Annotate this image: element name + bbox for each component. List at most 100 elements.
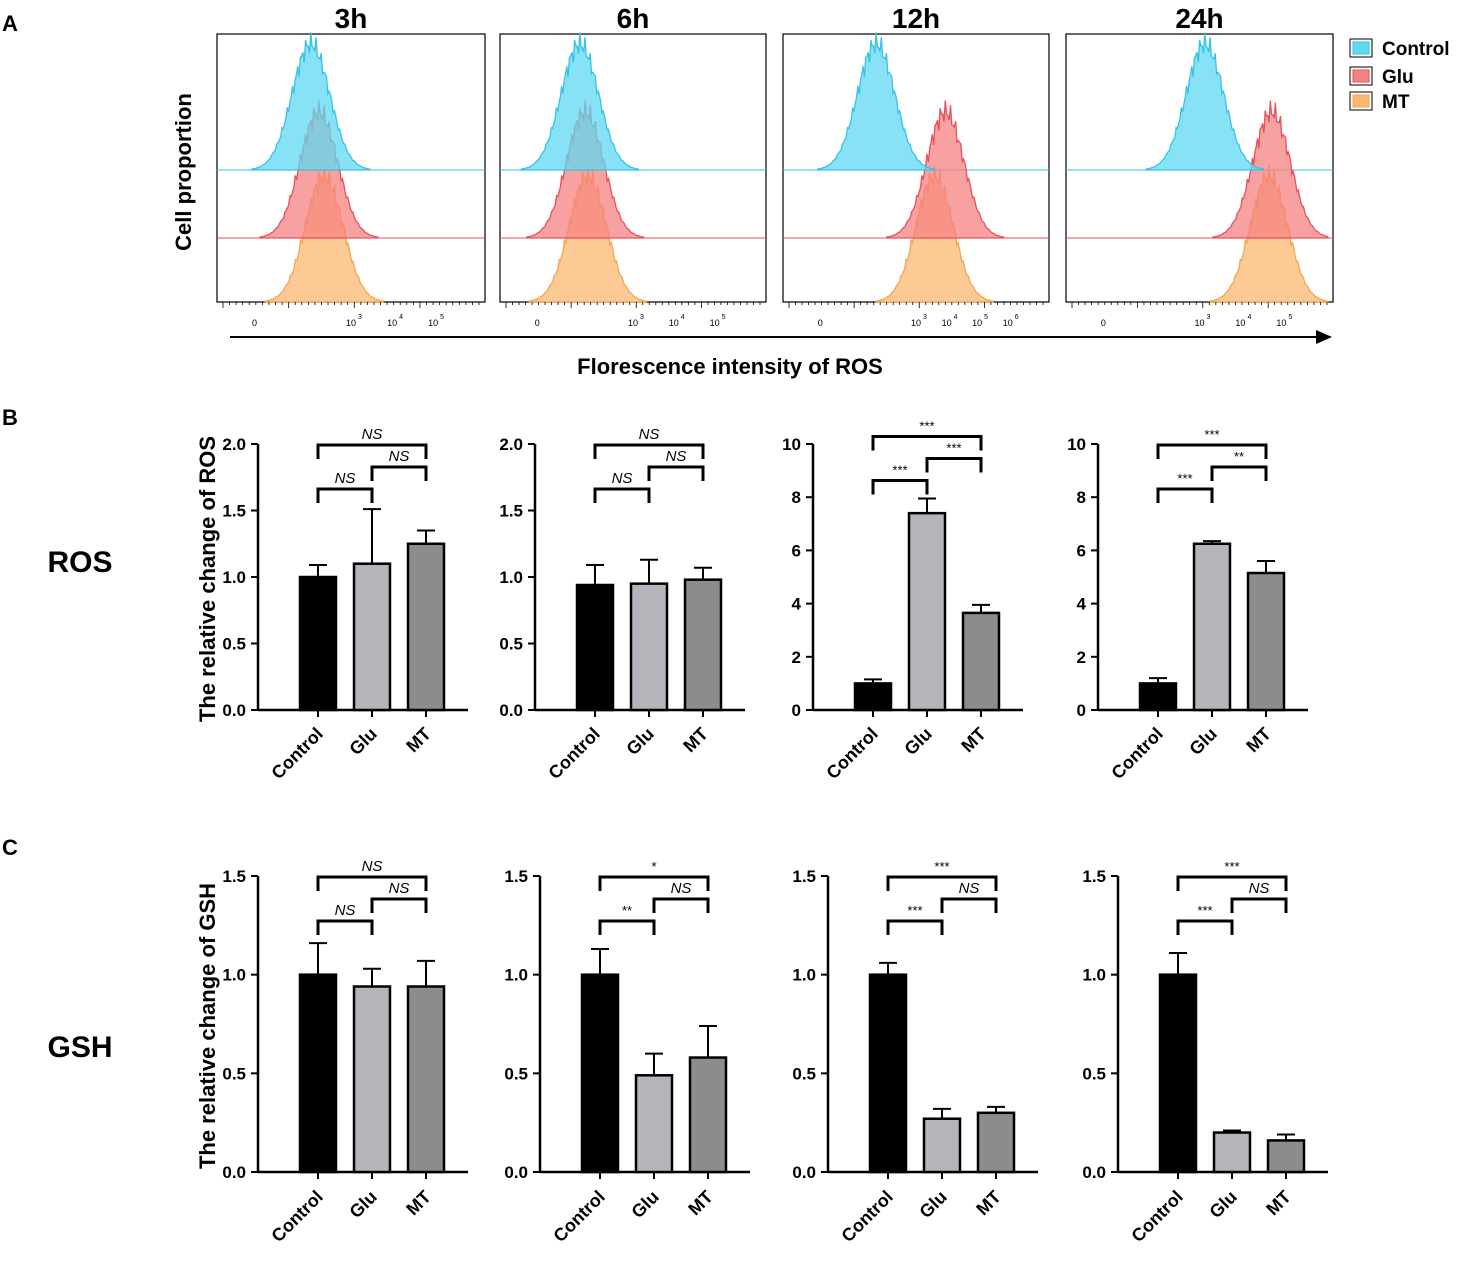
x-tick-exponent: 6 xyxy=(1015,314,1019,321)
bar-mt xyxy=(976,1111,1016,1174)
sig-label: NS xyxy=(335,902,356,919)
sig-label: *** xyxy=(946,441,961,456)
sig-label: NS xyxy=(671,880,692,897)
y-tick-label: 2 xyxy=(792,648,801,667)
flow-xlabel: Florescence intensity of ROS xyxy=(577,354,883,379)
bar-glu xyxy=(907,511,947,712)
sig-label: *** xyxy=(934,859,949,874)
sig-bracket xyxy=(598,919,656,935)
bar-panel-gsh-24h: 0.0 0.5 1.0 1.5 Control Glu MT *** NS *** xyxy=(1082,859,1328,1246)
x-tick-label-control: Control xyxy=(822,724,881,783)
x-tick-label: 10 xyxy=(346,318,356,328)
sig-label: NS xyxy=(612,470,633,487)
legend-box xyxy=(1349,91,1373,111)
y-tick-label: 0 xyxy=(792,701,801,720)
x-tick-exponent: 5 xyxy=(984,314,988,321)
bar-panel-ros-6h: 0.0 0.5 1.0 1.5 2.0 Control Glu MT NS NS NS xyxy=(499,426,745,783)
x-tick-exponent: 5 xyxy=(722,314,726,321)
y-tick-label: 0.5 xyxy=(222,1064,246,1083)
sig-bracket xyxy=(316,875,428,891)
sig-bracket xyxy=(316,487,374,503)
sig-label: * xyxy=(651,859,656,874)
x-tick-label: 10 xyxy=(628,318,638,328)
sig-label: *** xyxy=(907,903,922,918)
bar-control xyxy=(853,682,893,712)
y-tick-label: 0 xyxy=(1077,701,1086,720)
x-tick-label-glu: Glu xyxy=(915,1187,950,1222)
bar-mt xyxy=(1266,1139,1306,1174)
sig-bracket xyxy=(647,465,705,481)
y-tick-label: 0.0 xyxy=(222,701,246,720)
x-tick-label: 10 xyxy=(387,318,397,328)
x-tick-label: 10 xyxy=(1276,318,1286,328)
sig-bracket xyxy=(1156,443,1268,459)
bar-mt xyxy=(683,578,723,712)
sig-bracket xyxy=(1230,897,1288,913)
x-tick-label: 0 xyxy=(818,318,823,328)
y-tick-label: 1.5 xyxy=(1082,867,1106,886)
x-tick-label-control: Control xyxy=(267,1187,326,1246)
y-tick-label: 0.5 xyxy=(792,1064,816,1083)
bar-control xyxy=(1138,682,1178,712)
sig-bracket xyxy=(871,435,983,451)
x-tick-label: 10 xyxy=(428,318,438,328)
sig-bracket xyxy=(886,919,944,935)
bar-mt xyxy=(406,542,446,712)
sig-label: *** xyxy=(1224,859,1239,874)
row-label-gsh: GSH xyxy=(47,1031,112,1064)
bar-glu xyxy=(922,1117,962,1174)
y-tick-label: 0.0 xyxy=(1082,1163,1106,1182)
panel-letter-c: C xyxy=(2,835,18,860)
x-tick-label-control: Control xyxy=(267,724,326,783)
sig-bracket xyxy=(1176,875,1288,891)
histogram-glu xyxy=(886,100,1005,239)
y-tick-label: 0.5 xyxy=(499,635,523,654)
y-tick-label: 1.0 xyxy=(499,568,523,587)
x-tick-label-control: Control xyxy=(1127,1187,1186,1246)
bar-control xyxy=(868,973,908,1174)
legend-swatch xyxy=(1352,69,1370,83)
x-tick-label: 10 xyxy=(942,318,952,328)
y-tick-label: 10 xyxy=(782,435,801,454)
sig-label: *** xyxy=(919,419,934,434)
legend-box xyxy=(1349,66,1373,86)
sig-bracket xyxy=(1210,465,1268,481)
y-tick-label: 10 xyxy=(1067,435,1086,454)
x-tick-exponent: 3 xyxy=(640,314,644,321)
histogram-control xyxy=(251,32,371,171)
x-tick-label-mt: MT xyxy=(402,724,435,757)
x-tick-label: 10 xyxy=(669,318,679,328)
legend-label: MT xyxy=(1382,92,1410,113)
x-tick-label-control: Control xyxy=(549,1187,608,1246)
x-tick-label-mt: MT xyxy=(1242,724,1275,757)
x-tick-exponent: 5 xyxy=(1288,314,1292,321)
sig-bracket xyxy=(370,465,428,481)
x-tick-label-mt: MT xyxy=(972,1187,1005,1220)
sig-label: *** xyxy=(1204,427,1219,442)
bar-panel-ros-12h: 0 2 4 6 8 10 Control Glu MT *** *** *** xyxy=(782,419,1023,783)
x-arrow-head xyxy=(1316,330,1332,344)
x-tick-label: 10 xyxy=(1003,318,1013,328)
bar-control xyxy=(298,575,338,712)
sig-label: NS xyxy=(389,448,410,465)
bar-glu xyxy=(1192,542,1232,712)
sig-label: NS xyxy=(389,880,410,897)
sig-bracket xyxy=(316,919,374,935)
x-tick-label-glu: Glu xyxy=(622,724,657,759)
histogram-control xyxy=(1145,32,1265,171)
y-tick-label: 2 xyxy=(1077,648,1086,667)
bar-control xyxy=(575,583,615,712)
x-tick-label: 0 xyxy=(252,318,257,328)
x-tick-label: 10 xyxy=(1235,318,1245,328)
y-tick-label: 6 xyxy=(792,541,801,560)
y-tick-label: 0.5 xyxy=(222,635,246,654)
x-tick-exponent: 4 xyxy=(954,314,958,321)
sig-bracket xyxy=(940,897,998,913)
sig-label: NS xyxy=(639,426,660,443)
sig-label: *** xyxy=(1197,903,1212,918)
flow-ylabel: Cell proportion xyxy=(171,93,196,251)
legend-entry-control: Control xyxy=(1349,38,1450,60)
x-tick-exponent: 4 xyxy=(1247,314,1251,321)
